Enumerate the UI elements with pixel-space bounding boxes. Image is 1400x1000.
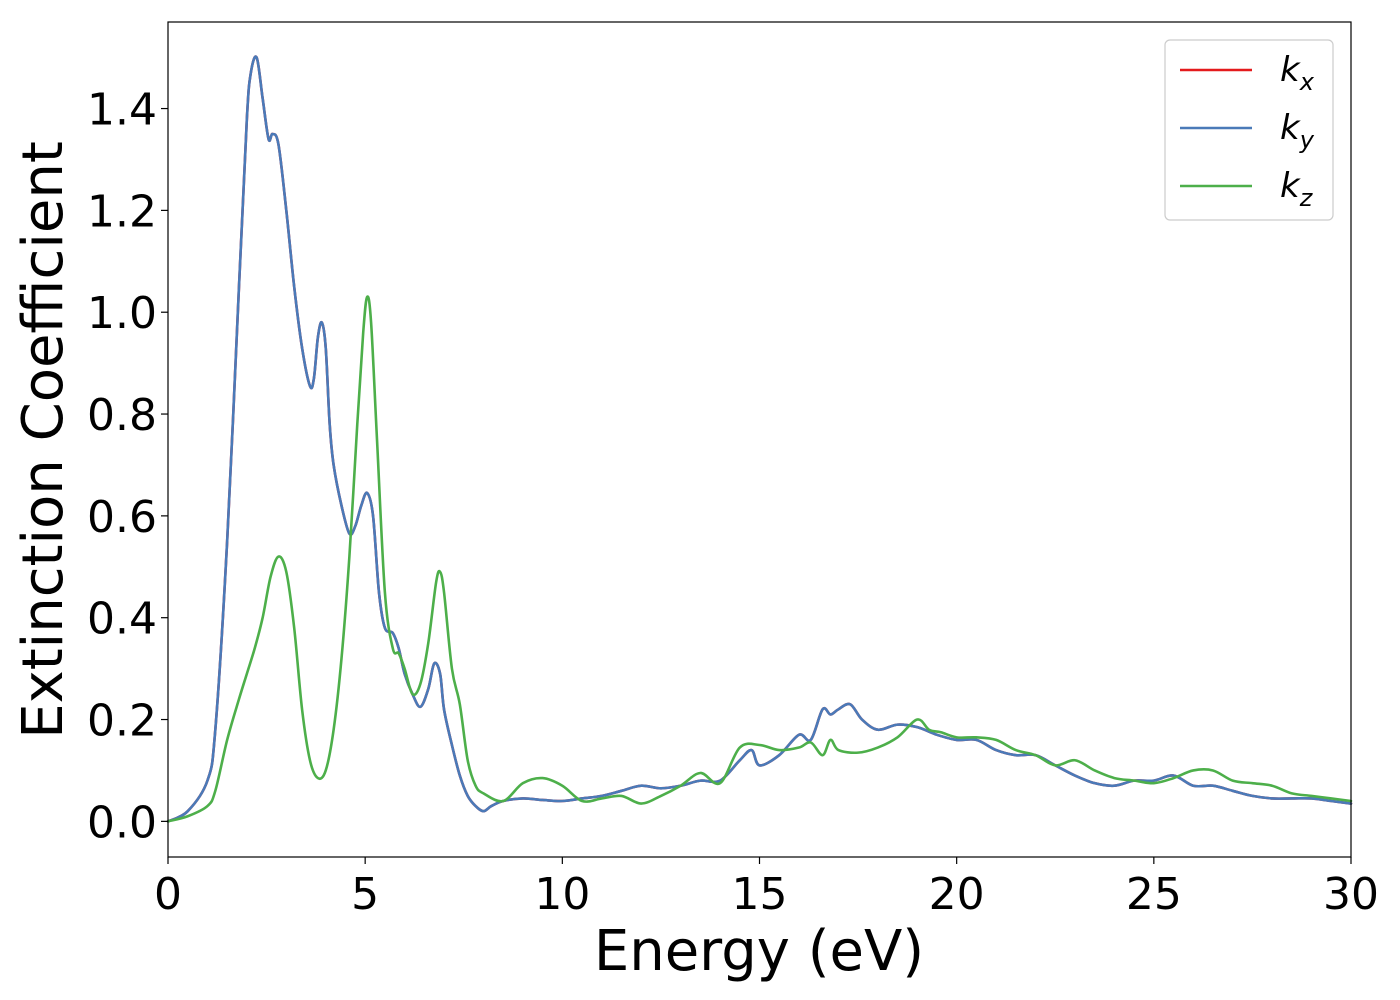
legend-label-kx: kx <box>1280 50 1315 96</box>
y-axis-title: Extinction Coefficient <box>11 141 76 739</box>
legend-label-kz: kz <box>1280 166 1314 212</box>
x-tick-label: 25 <box>1126 869 1182 920</box>
y-tick-label: 0.4 <box>87 594 157 645</box>
y-tick-label: 0.6 <box>87 492 157 543</box>
x-tick-label: 20 <box>929 869 985 920</box>
y-tick-label: 1.4 <box>87 85 157 136</box>
x-axis-title: Energy (eV) <box>594 919 924 984</box>
legend-label-ky: ky <box>1280 108 1315 154</box>
series-layer <box>166 55 1353 823</box>
y-tick-label: 1.0 <box>87 288 157 339</box>
y-tick-label: 0.2 <box>87 696 157 747</box>
x-tick-label: 30 <box>1323 869 1379 920</box>
plot-background <box>168 22 1351 857</box>
series-line-kz <box>166 295 1353 823</box>
legend-box <box>1164 39 1334 221</box>
y-tick-label: 0.8 <box>87 390 157 441</box>
y-tick-label: 1.2 <box>87 186 157 237</box>
x-axis-ticks: 0 5 10 15 20 25 30 <box>154 857 1379 920</box>
x-tick-label: 5 <box>351 869 379 920</box>
x-tick-label: 10 <box>534 869 590 920</box>
legend: kx ky kz <box>1164 39 1334 221</box>
x-tick-label: 15 <box>732 869 788 920</box>
x-tick-label: 0 <box>154 869 182 920</box>
y-tick-label: 0.0 <box>87 797 157 848</box>
y-axis-ticks: 0.0 0.2 0.4 0.6 0.8 1.0 1.2 1.4 <box>87 85 168 848</box>
